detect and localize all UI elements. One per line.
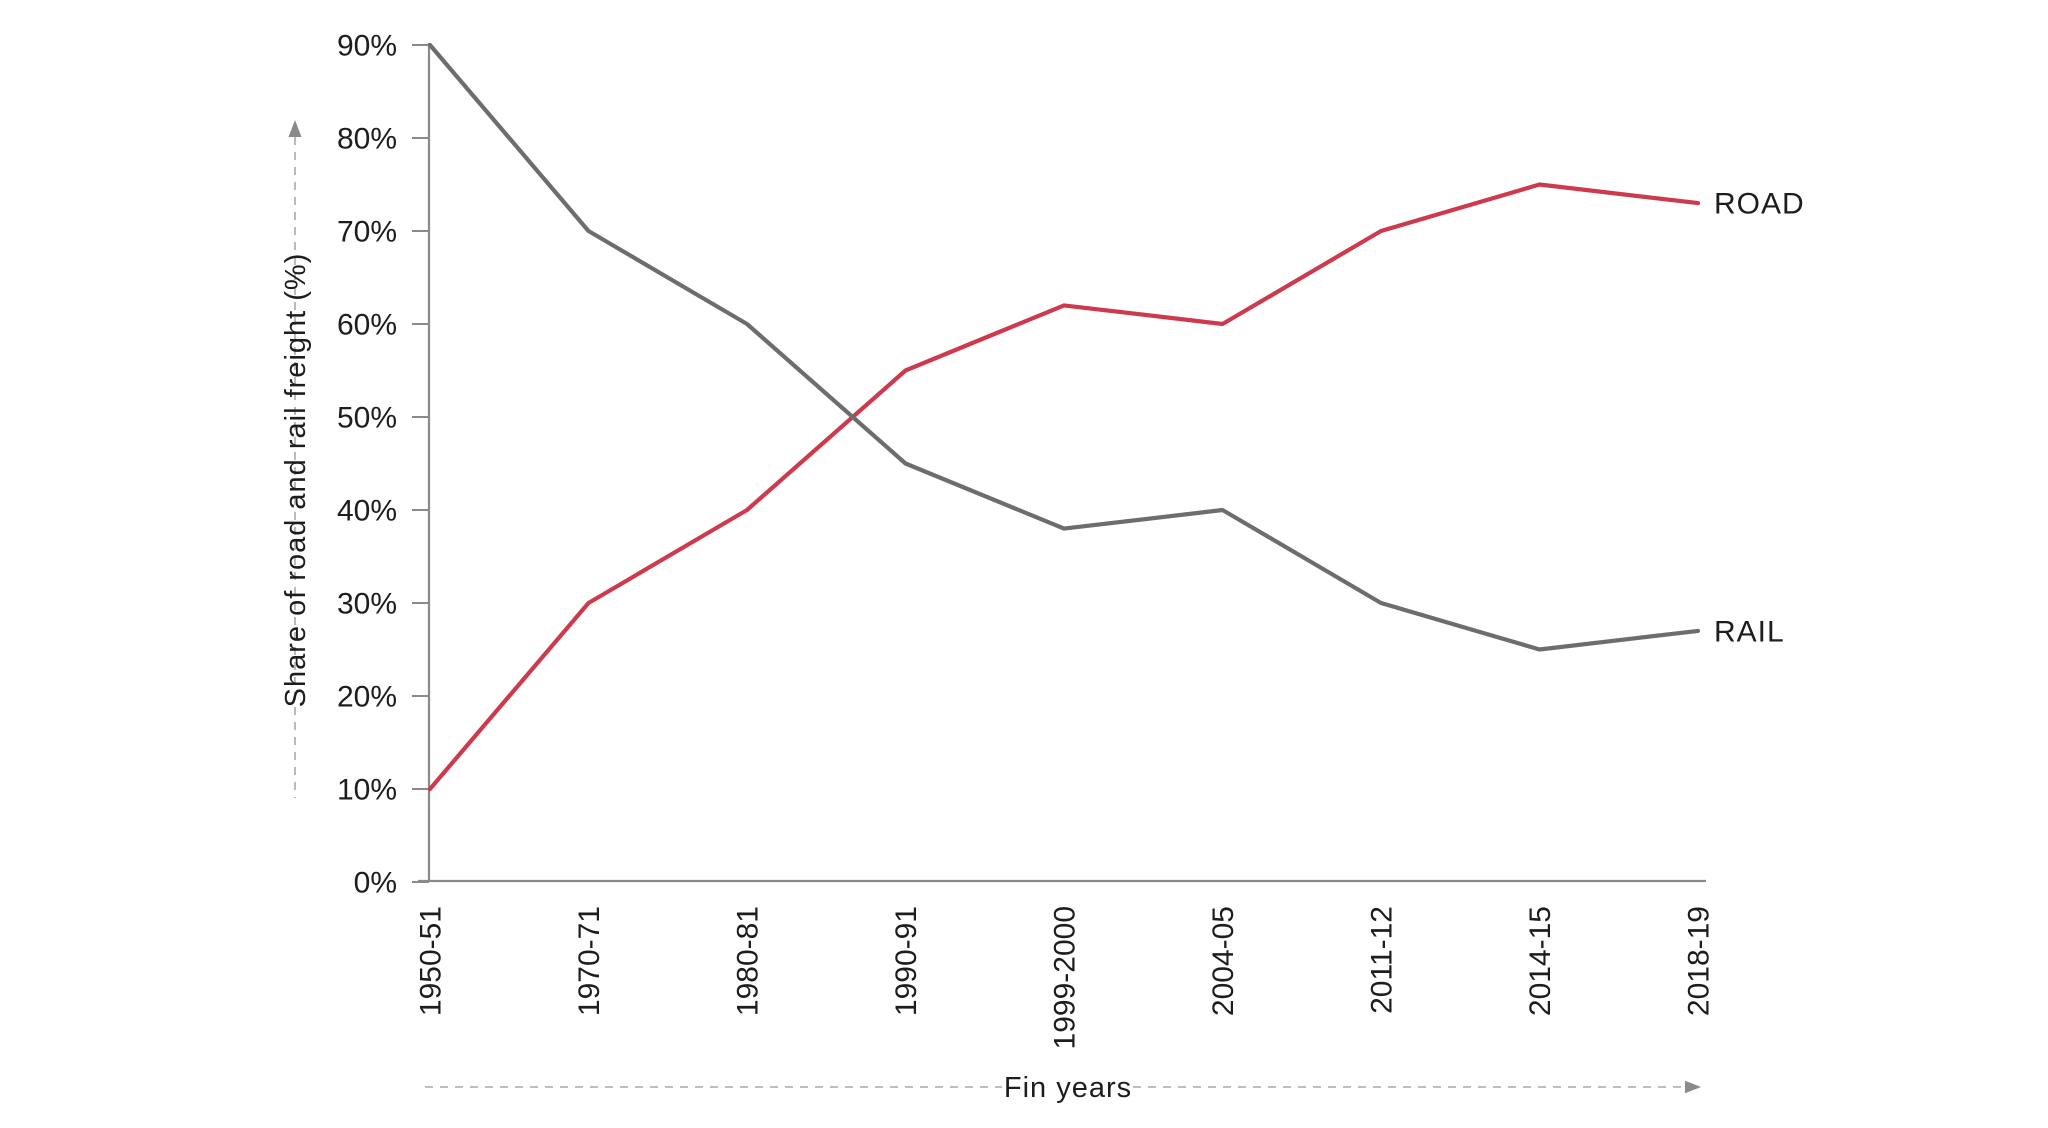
x-category-label: 1980-81 [732,906,765,1016]
x-category-label: 1970-71 [573,906,606,1016]
y-tick-label: 0% [354,867,397,900]
y-tick-label: 50% [337,402,397,435]
series-end-labels: ROAD RAIL [1714,188,1805,649]
y-tick-label: 20% [337,681,397,714]
y-tick-label: 10% [337,774,397,807]
x-axis-category-labels: 1950-51 1970-71 1980-81 1990-91 1999-2000 200… [415,906,1716,1049]
up-arrow-icon [288,120,302,137]
x-category-label: 1999-2000 [1049,906,1082,1049]
x-category-label: 2014-15 [1524,906,1557,1016]
x-category-label: 2004-05 [1207,906,1240,1016]
series-line-rail [427,42,1701,652]
x-category-label: 1990-91 [890,906,923,1016]
x-category-label: 1950-51 [415,906,448,1016]
series-line-road [427,182,1701,792]
y-tick-label: 90% [337,30,397,63]
y-tick-label: 60% [337,309,397,342]
series-label-road: ROAD [1714,188,1805,221]
right-arrow-icon [1685,1080,1701,1094]
y-axis-title: Share of road and rail freight (%) [280,253,312,708]
series-label-rail: RAIL [1714,615,1785,648]
y-tick-label: 40% [337,495,397,528]
series-lines [427,42,1701,792]
y-tick-label: 80% [337,123,397,156]
y-tick-label: 30% [337,588,397,621]
y-tick-label: 70% [337,216,397,249]
y-axis-ticks-and-labels: 0% 10% 20% 30% 40% 50% 60% 70% 80% 90% [337,30,429,900]
x-category-label: 2018-19 [1683,906,1716,1016]
x-category-label: 2011-12 [1366,906,1399,1014]
x-axis-title: Fin years [1004,1072,1132,1104]
